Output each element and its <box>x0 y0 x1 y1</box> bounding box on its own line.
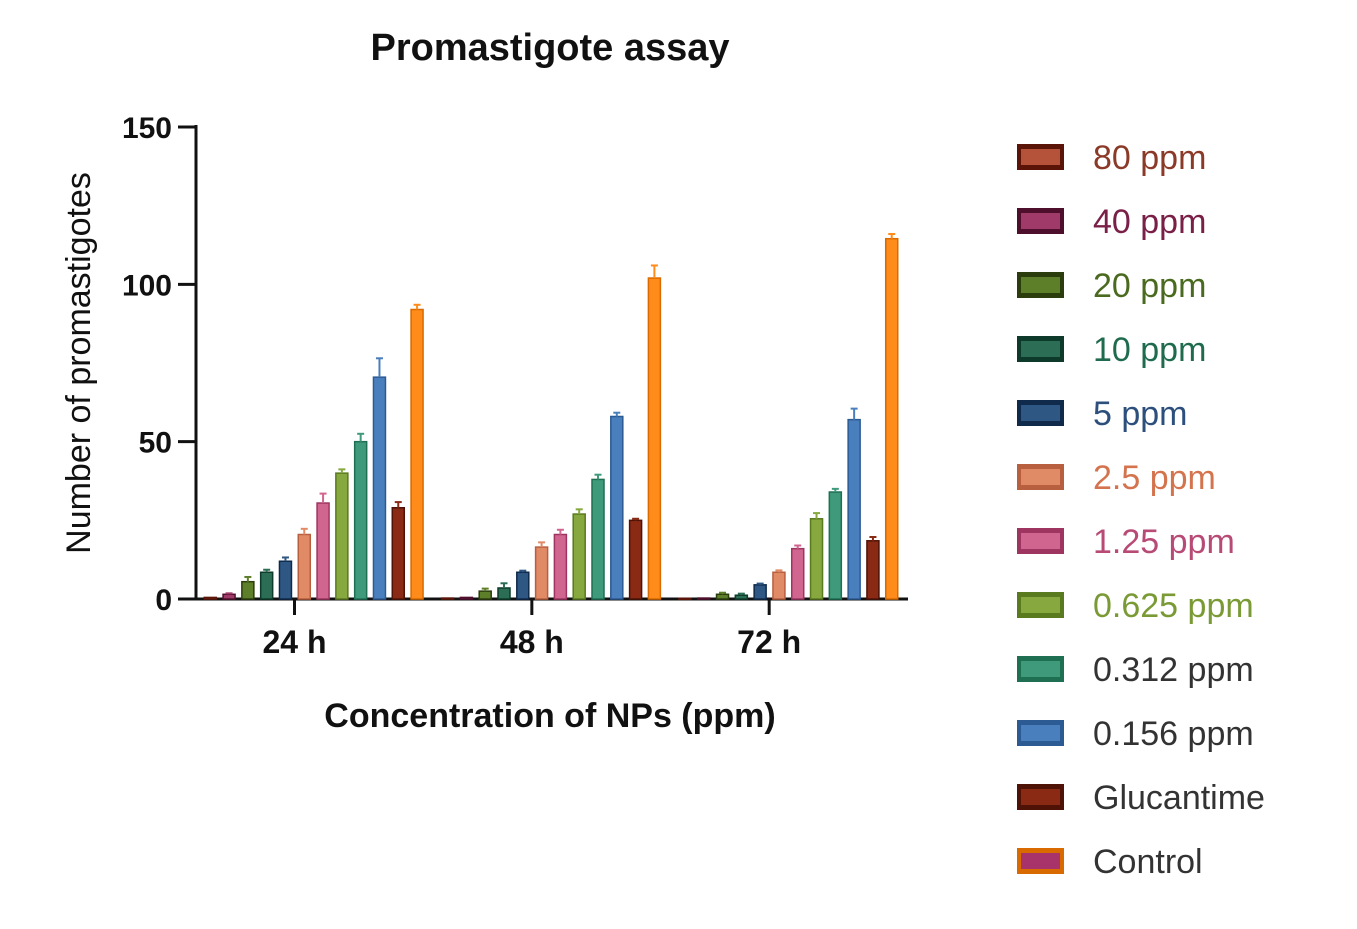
x-tick-label: 72 h <box>737 624 801 660</box>
bar <box>459 596 474 600</box>
legend-label: 1.25 ppm <box>1093 523 1235 561</box>
bar <box>553 533 568 600</box>
legend-swatch-inner <box>1021 597 1060 613</box>
legend-label: Control <box>1093 843 1203 881</box>
bar <box>353 440 368 600</box>
legend-swatch-inner <box>1021 277 1060 293</box>
bar <box>241 580 255 600</box>
legend-label: 0.156 ppm <box>1093 715 1254 753</box>
y-axis-label: Number of promastigotes <box>60 172 98 554</box>
bar <box>335 472 349 600</box>
bar <box>628 519 643 600</box>
bar <box>478 590 492 600</box>
bar <box>715 593 730 600</box>
legend-label: 0.625 ppm <box>1093 587 1254 625</box>
x-tick-label: 48 h <box>500 624 564 660</box>
bar <box>534 546 549 600</box>
legend-label: 80 ppm <box>1093 139 1206 177</box>
legend-swatch-inner <box>1021 725 1060 741</box>
bar <box>222 593 236 600</box>
legend-label: Glucantime <box>1093 779 1265 817</box>
bar <box>297 533 312 600</box>
legend: 80 ppm 40 ppm 20 ppm 10 ppm 5 ppm 2.5 ppm 1.25… <box>1017 139 1265 881</box>
legend-label: 40 ppm <box>1093 203 1206 241</box>
bar <box>497 587 511 600</box>
bar <box>678 597 692 601</box>
bar <box>572 513 586 600</box>
bar <box>316 502 330 600</box>
bar <box>866 540 880 600</box>
x-tick-label: 24 h <box>262 624 326 660</box>
legend-swatch-inner <box>1021 533 1060 549</box>
y-tick-label: 100 <box>122 269 172 302</box>
bar <box>790 547 805 600</box>
bar <box>734 594 749 600</box>
chart-title: Promastigote assay <box>370 27 729 69</box>
bar <box>647 277 662 600</box>
bar <box>696 597 711 600</box>
bar <box>772 571 786 600</box>
legend-swatch-inner <box>1021 405 1060 421</box>
bar <box>516 571 530 600</box>
bar <box>591 478 605 600</box>
legend-swatch-inner <box>1021 789 1060 805</box>
bar <box>278 560 293 600</box>
bar <box>610 415 624 600</box>
y-tick-label: 150 <box>122 112 172 145</box>
legend-label: 10 ppm <box>1093 331 1206 369</box>
legend-swatch-inner <box>1021 213 1060 229</box>
x-axis-label: Concentration of NPs (ppm) <box>324 697 775 735</box>
legend-swatch-inner <box>1021 661 1060 677</box>
legend-label: 2.5 ppm <box>1093 459 1216 497</box>
legend-label: 5 ppm <box>1093 395 1188 433</box>
bar <box>809 518 824 600</box>
bar <box>259 571 274 600</box>
legend-swatch-inner <box>1021 341 1060 357</box>
bar <box>410 308 424 600</box>
bar <box>440 597 455 600</box>
bar <box>884 237 899 600</box>
y-tick-label: 50 <box>139 427 172 460</box>
bar <box>391 506 406 600</box>
bar <box>828 491 843 600</box>
bar <box>203 596 218 600</box>
legend-label: 20 ppm <box>1093 267 1206 305</box>
plot-area: 0 50 100 150 24 h 48 h 72 h <box>122 112 908 660</box>
legend-swatch-inner <box>1021 469 1060 485</box>
legend-swatch-inner <box>1021 853 1060 869</box>
bar <box>372 376 387 600</box>
legend-label: 0.312 ppm <box>1093 651 1254 689</box>
legend-swatch-inner <box>1021 149 1060 165</box>
bar <box>753 584 767 600</box>
bar <box>847 418 861 600</box>
y-tick-label: 0 <box>155 584 172 617</box>
